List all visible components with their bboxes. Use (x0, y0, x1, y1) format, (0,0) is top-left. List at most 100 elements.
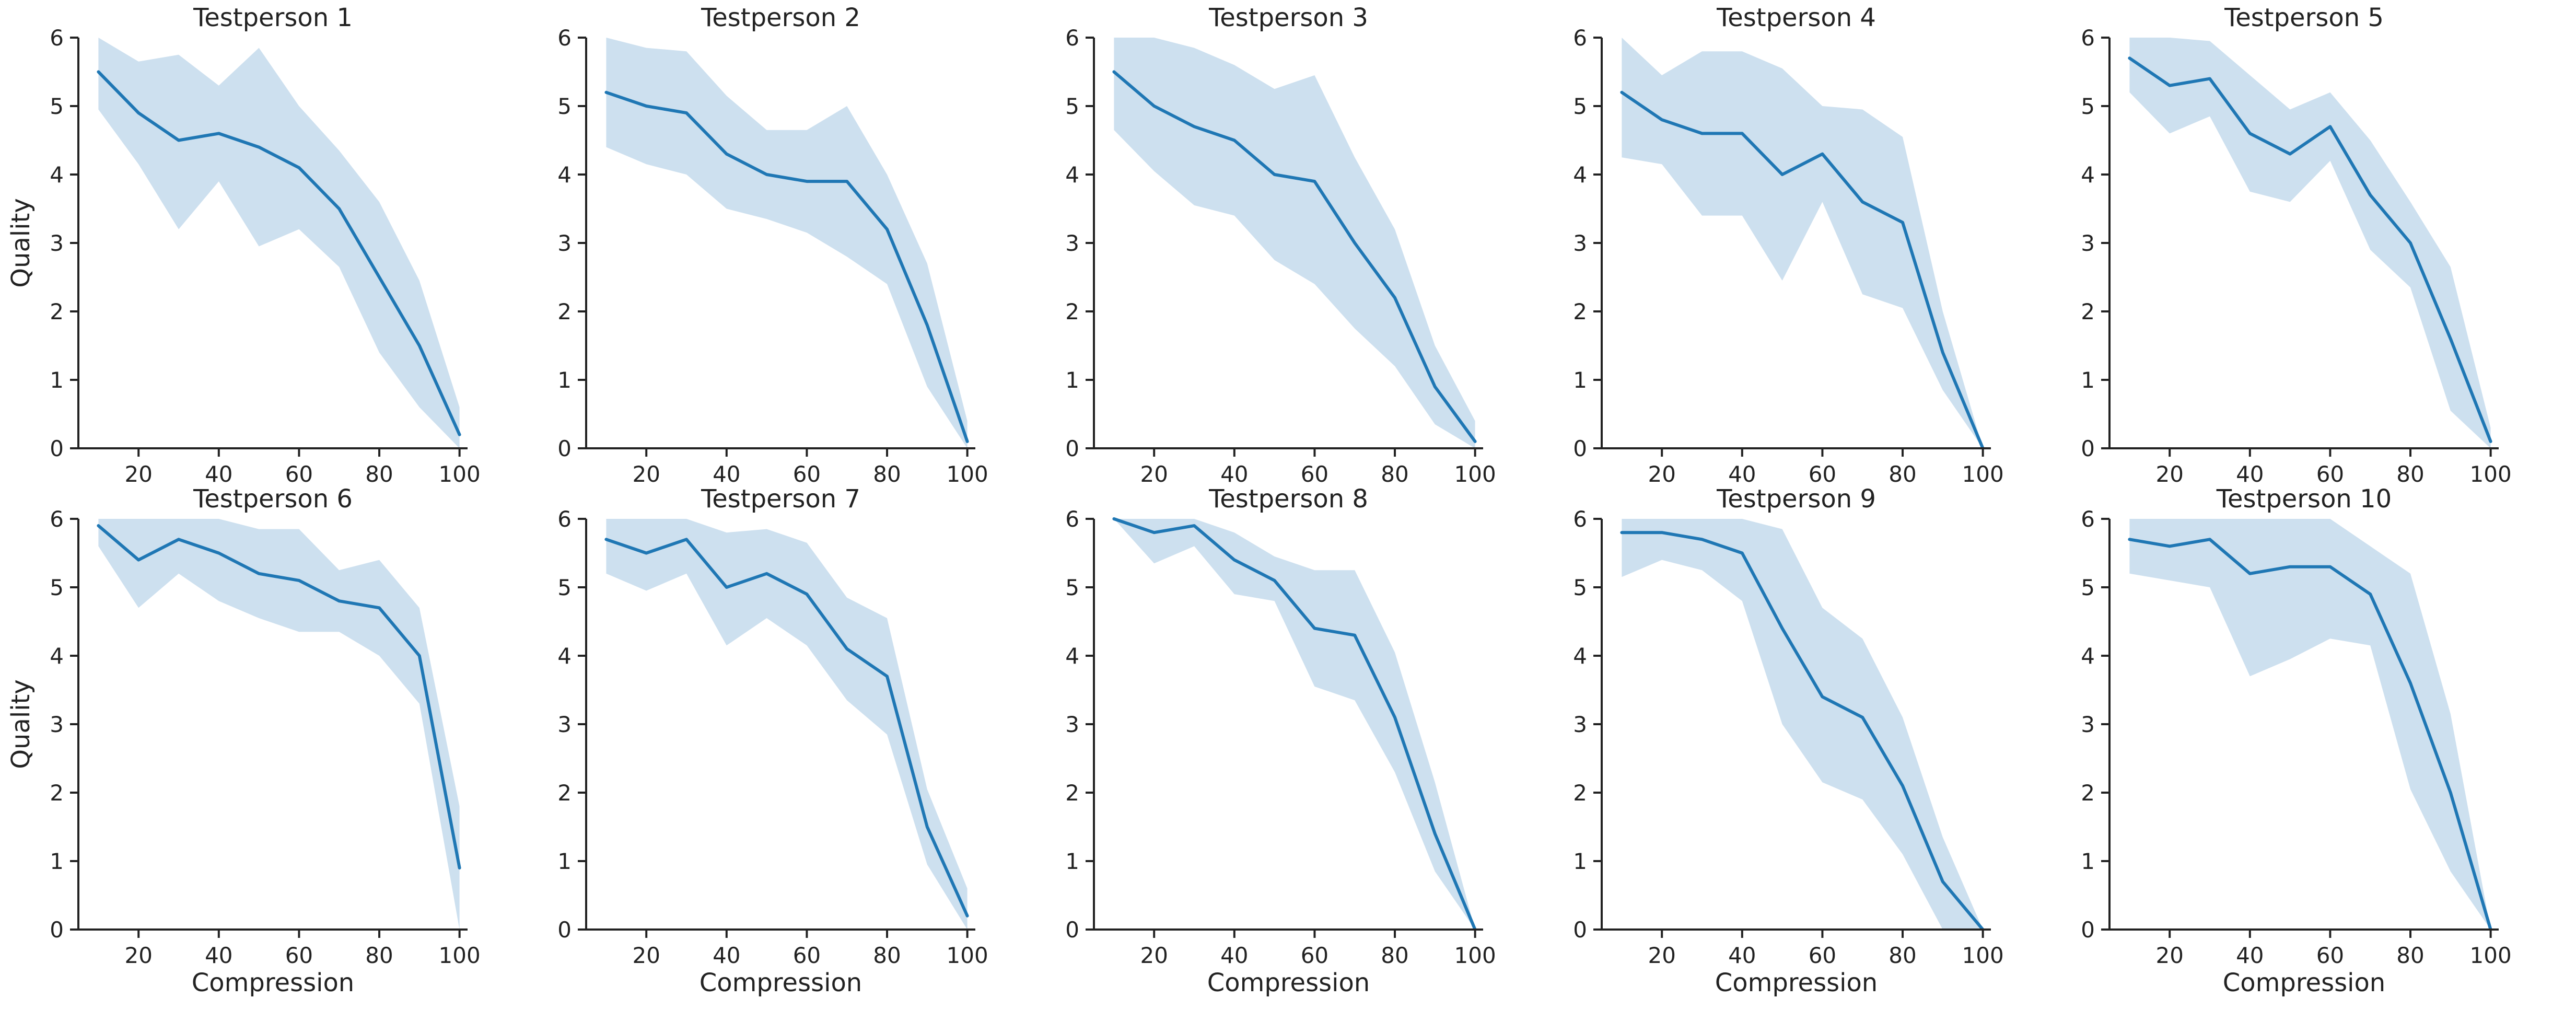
y-tick-label: 4 (50, 643, 64, 669)
y-tick-label: 1 (2081, 367, 2095, 393)
x-tick-label: 100 (947, 943, 988, 968)
x-tick-label: 40 (1728, 943, 1756, 968)
x-tick-label: 60 (1301, 943, 1328, 968)
y-tick-label: 4 (1065, 162, 1079, 188)
y-tick-label: 4 (2081, 643, 2095, 669)
mean-quality-line (1620, 531, 1985, 931)
panel-title: Testperson 4 (1716, 3, 1876, 32)
y-tick-label: 2 (557, 780, 572, 806)
x-tick-label: 100 (947, 461, 988, 487)
x-tick-label: 80 (1889, 461, 1916, 487)
y-tick-label: 3 (557, 712, 572, 737)
y-tick-label: 2 (1065, 299, 1079, 324)
x-tick-label: 60 (2316, 943, 2344, 968)
x-tick-label: 20 (2155, 943, 2183, 968)
y-tick-label: 5 (1065, 94, 1079, 119)
y-axis-label: Quality (6, 679, 36, 769)
x-tick-label: 60 (793, 943, 821, 968)
y-tick-label: 2 (557, 299, 572, 324)
y-tick-label: 2 (50, 299, 64, 324)
y-tick-label: 5 (50, 575, 64, 600)
x-tick-label: 20 (632, 943, 660, 968)
panel-testperson-8: 0 1 2 3 4 5 6 20 40 60 80 100 Testperson 8 Compressio… (1065, 484, 1496, 997)
x-tick-label: 40 (1220, 461, 1248, 487)
y-tick-label: 5 (1065, 575, 1079, 600)
x-tick-label: 80 (1889, 943, 1916, 968)
x-tick-label: 60 (2316, 461, 2344, 487)
y-tick-label: 0 (50, 436, 64, 461)
y-tick-label: 6 (557, 25, 572, 51)
y-tick-label: 5 (557, 94, 572, 119)
x-tick-label: 100 (439, 943, 481, 968)
x-axis-label: Compression (2223, 968, 2385, 997)
x-axis-label: Compression (192, 968, 354, 997)
panel-testperson-6: 0 1 2 3 4 5 6 20 40 60 80 100 Testperson 6 Compressio… (6, 484, 481, 997)
x-tick-label: 20 (124, 943, 152, 968)
y-tick-label: 6 (557, 506, 572, 532)
y-tick-label: 6 (2081, 25, 2095, 51)
y-tick-label: 0 (1573, 436, 1587, 461)
panel-title: Testperson 2 (701, 3, 860, 32)
x-tick-label: 20 (2155, 461, 2183, 487)
x-tick-label: 80 (365, 943, 393, 968)
panel-title: Testperson 8 (1208, 484, 1368, 514)
y-tick-label: 5 (557, 575, 572, 600)
y-tick-label: 5 (1573, 94, 1587, 119)
x-tick-label: 40 (713, 461, 740, 487)
x-tick-label: 60 (285, 461, 313, 487)
y-tick-label: 0 (1065, 917, 1079, 943)
x-axis-label: Compression (700, 968, 862, 997)
x-tick-label: 20 (632, 461, 660, 487)
mean-quality-line (97, 70, 461, 436)
y-tick-label: 1 (50, 849, 64, 874)
y-tick-label: 3 (1065, 712, 1079, 737)
y-tick-label: 6 (50, 506, 64, 532)
x-tick-label: 80 (2396, 461, 2424, 487)
x-tick-label: 60 (1301, 461, 1328, 487)
x-tick-label: 20 (1648, 461, 1675, 487)
panel-testperson-2: 0 1 2 3 4 5 6 20 40 60 80 100 Testperson 2 (557, 3, 988, 487)
confidence-band (1622, 38, 1983, 448)
y-tick-label: 2 (1065, 780, 1079, 806)
y-tick-label: 4 (2081, 162, 2095, 188)
x-tick-label: 60 (285, 943, 313, 968)
x-tick-label: 20 (1140, 943, 1168, 968)
confidence-band (606, 519, 968, 930)
panel-title: Testperson 3 (1208, 3, 1368, 32)
confidence-band (606, 38, 968, 448)
x-tick-label: 80 (365, 461, 393, 487)
x-tick-label: 20 (124, 461, 152, 487)
y-tick-label: 2 (50, 780, 64, 806)
x-tick-label: 40 (2236, 461, 2264, 487)
y-tick-label: 4 (1573, 643, 1587, 669)
panel-title: Testperson 6 (193, 484, 353, 514)
panel-testperson-10: 0 1 2 3 4 5 6 20 40 60 80 100 Testperson 10 Compressi… (2081, 484, 2511, 997)
x-tick-label: 40 (205, 943, 232, 968)
x-tick-label: 80 (873, 943, 901, 968)
confidence-band (98, 519, 460, 930)
panel-testperson-3: 0 1 2 3 4 5 6 20 40 60 80 100 Testperson 3 (1065, 3, 1496, 487)
y-tick-label: 5 (2081, 575, 2095, 600)
confidence-band (2129, 519, 2491, 930)
y-tick-label: 6 (50, 25, 64, 51)
y-tick-label: 6 (1065, 25, 1079, 51)
mean-quality-line (2128, 538, 2492, 931)
x-tick-label: 100 (1454, 943, 1496, 968)
x-tick-label: 80 (1381, 461, 1408, 487)
x-tick-label: 100 (1454, 461, 1496, 487)
panel-testperson-1: 0 1 2 3 4 5 6 20 40 60 80 100 Testperson 1 Quality (6, 3, 481, 487)
y-tick-label: 6 (1065, 506, 1079, 532)
x-tick-label: 100 (439, 461, 481, 487)
y-tick-label: 0 (50, 917, 64, 943)
panel-testperson-7: 0 1 2 3 4 5 6 20 40 60 80 100 Testperson 7 Compressio… (557, 484, 988, 997)
y-tick-label: 0 (2081, 917, 2095, 943)
x-tick-label: 40 (205, 461, 232, 487)
y-tick-label: 4 (1573, 162, 1587, 188)
panel-title: Testperson 10 (2216, 484, 2392, 514)
y-tick-label: 3 (557, 230, 572, 256)
x-tick-label: 60 (1809, 943, 1836, 968)
y-tick-label: 1 (1065, 367, 1079, 393)
panel-testperson-5: 0 1 2 3 4 5 6 20 40 60 80 100 Testperson 5 (2081, 3, 2511, 487)
y-tick-label: 0 (1573, 917, 1587, 943)
